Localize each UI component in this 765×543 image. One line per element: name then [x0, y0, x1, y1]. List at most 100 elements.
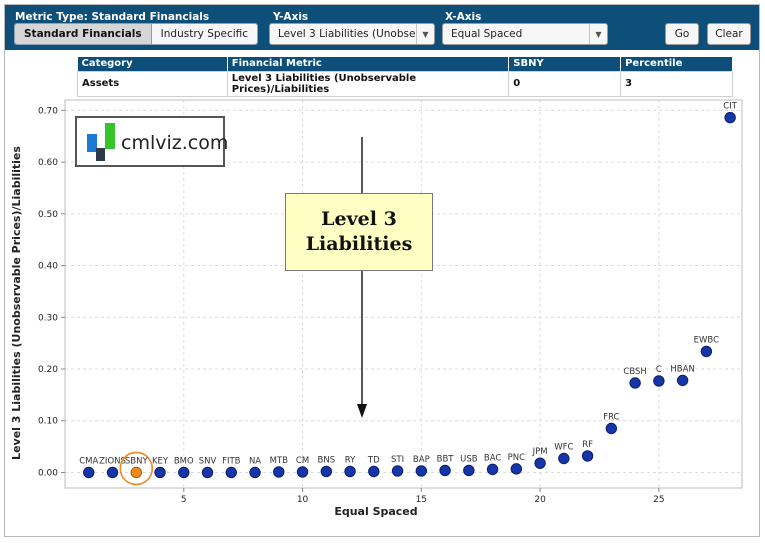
data-point-label: NA [249, 456, 261, 466]
data-point [605, 422, 618, 435]
column-header-financial-metric: Financial Metric [227, 57, 510, 71]
cell-category: Assets [77, 70, 228, 97]
y-axis-select-value: Level 3 Liabilities (Unobser [278, 28, 416, 40]
data-point [486, 463, 499, 476]
data-point-label: BMO [174, 456, 194, 466]
data-point [510, 463, 523, 475]
y-tick-label: 0.30 [38, 313, 58, 323]
cell-financial-metric: Level 3 Liabilities (Unobservable Prices… [226, 70, 510, 97]
y-tick-label: 0.20 [38, 365, 58, 375]
data-point [130, 466, 142, 479]
column-header-sbny: SBNY [508, 57, 622, 71]
go-button[interactable]: Go [665, 23, 699, 45]
data-point-label: SNV [199, 456, 217, 466]
y-tick-label: 0.10 [38, 417, 58, 427]
data-point-label: RY [345, 455, 356, 465]
data-point-label: CIT [723, 102, 737, 112]
x-tick-label: 5 [181, 495, 187, 505]
arrow-head [357, 404, 367, 418]
data-point-label: USB [460, 454, 478, 464]
data-point-label: JPM [532, 447, 548, 457]
cell-sbny: 0 [508, 70, 622, 97]
data-point [558, 452, 570, 465]
data-point [273, 466, 285, 478]
data-point-label: PNC [508, 453, 525, 463]
data-point-label: FRC [603, 413, 619, 423]
data-point [653, 375, 665, 387]
column-header-percentile: Percentile [620, 57, 733, 71]
data-point [154, 466, 166, 479]
y-tick-label: 0.50 [38, 210, 58, 220]
y-tick-label: 0.60 [38, 158, 58, 168]
data-point-label: BAC [484, 453, 501, 463]
data-point-label: BBT [437, 454, 455, 464]
data-point-label: ZIONS [99, 456, 126, 466]
highlight-ring [119, 451, 154, 486]
data-point-label: CM [296, 456, 309, 466]
data-point [534, 457, 546, 469]
data-point [724, 111, 736, 124]
logo-bars-icon [87, 123, 115, 161]
x-tick-label: 10 [297, 495, 309, 505]
y-axis-label: Y-Axis [273, 11, 309, 23]
data-point-label: MTB [270, 456, 289, 466]
clear-button[interactable]: Clear [707, 23, 751, 45]
data-point [344, 465, 356, 478]
metric-type-toggle: Standard Financials Industry Specific [14, 23, 259, 45]
data-point [296, 466, 309, 478]
data-point [463, 464, 475, 477]
chevron-down-icon: ▼ [416, 24, 434, 44]
data-point [415, 465, 428, 477]
data-point [439, 464, 451, 477]
standard-financials-tab[interactable]: Standard Financials [15, 24, 152, 44]
data-point [201, 466, 214, 479]
data-point-label: KEY [152, 456, 169, 466]
x-axis-select-value: Equal Spaced [451, 28, 523, 40]
control-bar: Metric Type: Standard Financials Y-Axis … [5, 5, 759, 50]
data-point [225, 466, 237, 479]
cmlviz-logo: cmlviz.com [75, 116, 229, 167]
data-point [83, 466, 95, 479]
table-header-row: Category Financial Metric SBNY Percentil… [77, 57, 733, 71]
chart-axes: 0.00 0.10 0.20 0.30 0.40 0.50 0.60 0.70 5 10 15 20 2… [38, 99, 743, 505]
industry-specific-tab[interactable]: Industry Specific [151, 24, 258, 44]
x-tick-label: 25 [653, 495, 664, 505]
data-point-label: CMA [79, 456, 98, 466]
table-row: Assets Level 3 Liabilities (Unobservable… [77, 70, 733, 97]
data-point-label: BNS [318, 455, 336, 465]
data-point [700, 345, 713, 358]
data-point [676, 374, 689, 387]
metric-table: Category Financial Metric SBNY Percentil… [77, 57, 733, 97]
level3-callout: Level 3 Liabilities [285, 193, 433, 271]
data-point-label: C [656, 365, 662, 375]
callout-line-2: Liabilities [305, 233, 413, 255]
column-header-category: Category [77, 57, 228, 71]
y-tick-label: 0.40 [38, 262, 58, 272]
data-point-label: HBAN [670, 364, 694, 374]
data-point [391, 465, 404, 477]
data-point [629, 377, 641, 389]
logo-text: cmlviz.com [121, 132, 229, 154]
data-point-label: STI [391, 455, 404, 465]
plot-border [64, 99, 743, 489]
y-axis-select[interactable]: Level 3 Liabilities (Unobser ▼ [269, 23, 435, 45]
x-tick-label: 20 [534, 495, 546, 505]
data-point-label: SBNY [125, 456, 149, 466]
x-axis-label: X-Axis [445, 11, 482, 23]
x-axis-title: Equal Spaced [334, 505, 417, 518]
cell-percentile: 3 [620, 70, 733, 97]
data-point-label: FITB [222, 456, 241, 466]
callout-line-1: Level 3 [321, 208, 397, 230]
data-point-label: EWBC [694, 335, 719, 345]
y-tick-label: 0.00 [38, 468, 58, 478]
y-axis-title: Level 3 Liabilities (Unobservable Prices… [10, 146, 23, 460]
chevron-down-icon: ▼ [589, 24, 607, 44]
x-axis-select[interactable]: Equal Spaced ▼ [442, 23, 608, 45]
data-point [368, 465, 380, 478]
data-point-label: BAP [413, 455, 430, 465]
data-point [581, 450, 594, 462]
data-point [178, 466, 190, 479]
data-point-label: TD [367, 455, 380, 465]
